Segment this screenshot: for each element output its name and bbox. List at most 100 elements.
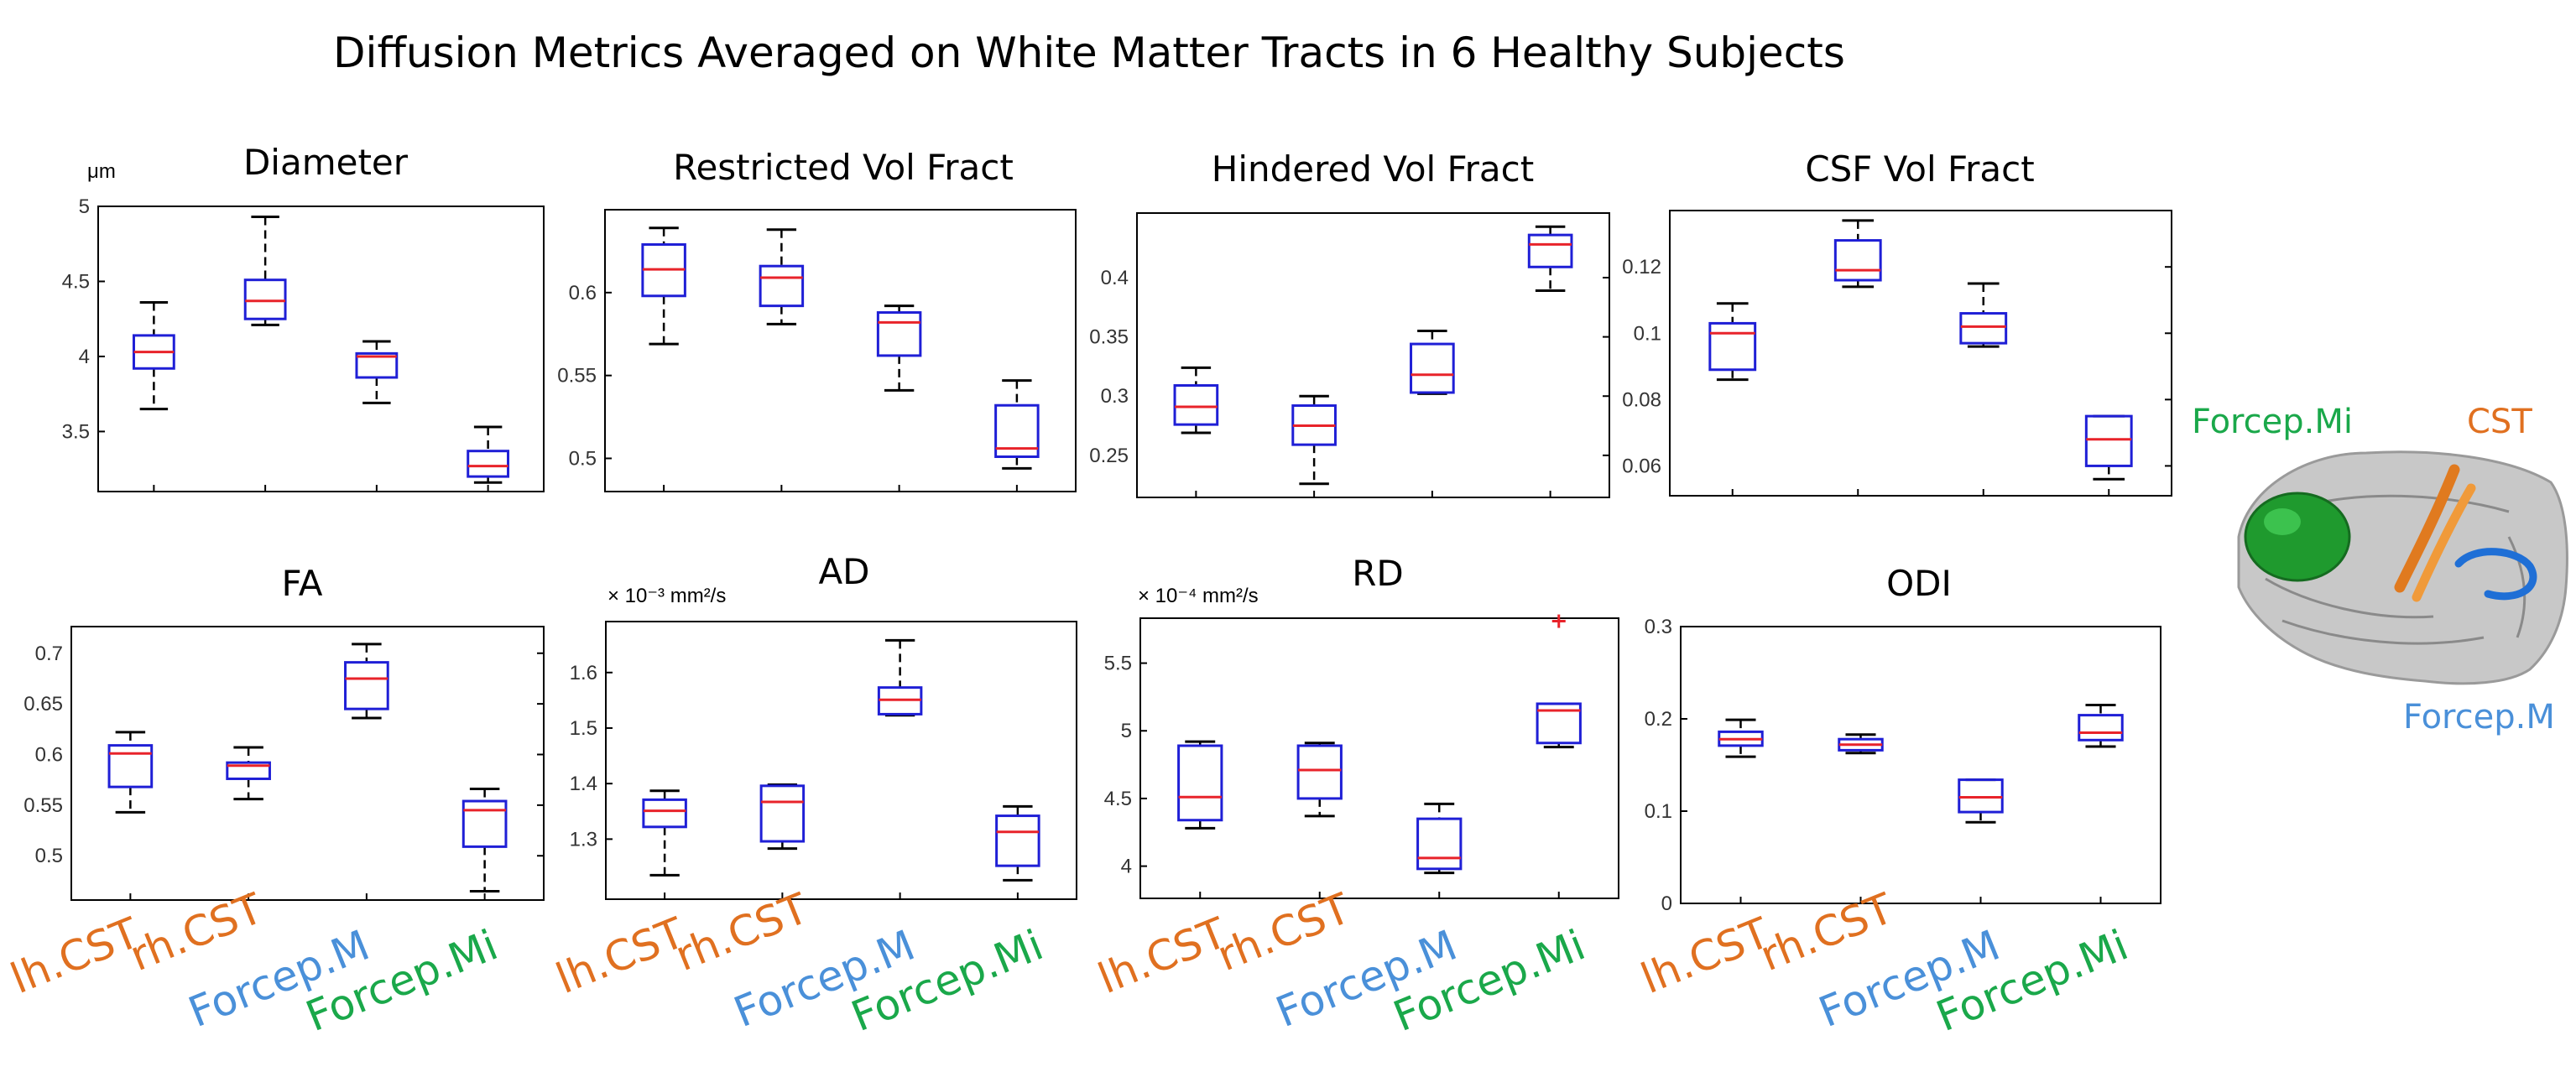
box-forcep-m — [1410, 330, 1455, 395]
box-rh-cst — [1833, 219, 1882, 289]
panel-ad: AD × 10⁻³ mm²/s 1.3 1.4 1.5 1.6 — [570, 551, 1077, 900]
plot-frame — [97, 206, 545, 492]
y-tick-label: 0 — [1661, 892, 1672, 915]
y-tick-label: 0.55 — [557, 365, 597, 388]
panel-title: CSF Vol Fract — [1805, 148, 2034, 190]
y-tick-label: 0.3 — [1101, 385, 1129, 408]
box-lh-cst — [1718, 718, 1764, 758]
panel-title: Restricted Vol Fract — [673, 147, 1014, 188]
box-forcep-m — [344, 643, 389, 720]
y-tick-label: 0.5 — [35, 845, 63, 867]
legend-forcep-mi-label: Forcep.Mi — [2192, 403, 2353, 441]
y-tick-label: 0.7 — [35, 643, 63, 665]
plot-frame — [1680, 626, 2161, 904]
box-lh-cst — [132, 301, 175, 411]
box-rh-cst — [1291, 394, 1337, 486]
plot-frame — [70, 626, 545, 901]
y-tick-label: 0.55 — [23, 794, 63, 817]
plot-frame — [1669, 210, 2172, 497]
legend: Forcep.Mi CST Forcep.M — [2192, 403, 2568, 736]
panel-title: AD — [818, 551, 869, 592]
category-label-lh-cst: lh.CST — [550, 908, 691, 1003]
box-rh-cst — [759, 228, 805, 325]
plot-frame — [1139, 617, 1619, 899]
panel-title: FA — [281, 563, 322, 604]
y-tick-label: 3.5 — [62, 420, 90, 443]
y-tick-label: 0.4 — [1101, 267, 1129, 289]
y-tick-label: 0.6 — [569, 282, 597, 304]
y-tick-label: 4 — [79, 346, 90, 368]
cst-tract-right — [2412, 483, 2476, 602]
box-lh-cst — [641, 226, 686, 346]
y-tick-label: 0.08 — [1622, 388, 1661, 411]
y-tick-label: 4.5 — [1104, 788, 1132, 810]
y-tick-label: 4 — [1121, 856, 1132, 878]
panel-restricted-vol-fract: Restricted Vol Fract 0.5 0.55 0.6 — [557, 147, 1077, 492]
iqr-box — [1959, 312, 2008, 345]
iqr-box — [107, 744, 154, 788]
box-forcep-m — [877, 638, 923, 717]
category-label-lh-cst: lh.CST — [1635, 908, 1776, 1003]
iqr-box — [1833, 239, 1882, 282]
iqr-box — [759, 784, 806, 843]
box-forcep-m — [1416, 802, 1463, 875]
y-tick-label: 0.5 — [569, 447, 597, 470]
box-rh-cst — [1296, 742, 1343, 818]
y-tick-label: 0.1 — [1634, 322, 1661, 345]
panel-hindered-vol-fract: Hindered Vol Fract 0.25 0.3 0.35 0.4 — [1089, 148, 1610, 498]
y-tick-label: 0.25 — [1089, 445, 1129, 467]
iqr-box — [759, 264, 805, 308]
panel-rd: RD × 10⁻⁴ mm²/s 4 4.5 5 5.5 — [1104, 553, 1619, 899]
y-tick-label: 5.5 — [1104, 653, 1132, 675]
y-tick-label: 5 — [79, 195, 90, 218]
category-label-lh-cst: lh.CST — [4, 908, 146, 1003]
box-lh-cst — [1177, 740, 1223, 830]
category-label-lh-cst: lh.CST — [1092, 908, 1233, 1003]
box-forcep-mi — [1536, 614, 1582, 749]
box-forcep-mi — [2084, 414, 2133, 481]
iqr-box — [461, 799, 508, 848]
panel-diameter: Diameter μm 3.5 4 4.5 5 — [62, 142, 545, 492]
iqr-box — [642, 798, 687, 829]
y-tick-label: 0.3 — [1645, 616, 1672, 638]
iqr-box — [344, 661, 389, 710]
plot-frame — [604, 209, 1077, 492]
panel-fa: FA 0.5 0.55 0.6 0.65 0.7 — [23, 563, 545, 901]
y-tick-label: 0.6 — [35, 743, 63, 766]
iqr-box — [994, 403, 1040, 458]
forcep-m-tract — [2454, 548, 2537, 601]
box-rh-cst — [226, 746, 271, 801]
y-tick-label: 1.6 — [570, 662, 597, 684]
iqr-box — [1416, 817, 1463, 871]
box-lh-cst — [1173, 366, 1219, 435]
iqr-box — [2078, 714, 2124, 742]
y-tick-label: 4.5 — [62, 270, 90, 293]
panel-title: ODI — [1886, 563, 1952, 604]
iqr-box — [1177, 744, 1223, 822]
iqr-box — [876, 311, 922, 357]
y-tick-label: 1.4 — [570, 773, 597, 795]
box-lh-cst — [642, 789, 687, 877]
unit-label: × 10⁻³ mm²/s — [607, 585, 726, 607]
iqr-box — [1527, 233, 1573, 268]
box-rh-cst — [1838, 733, 1884, 755]
box-forcep-mi — [995, 804, 1040, 882]
iqr-box — [243, 278, 287, 320]
y-tick-label: 1.3 — [570, 828, 597, 851]
iqr-box — [1296, 744, 1343, 800]
brain-gyri — [2265, 494, 2526, 645]
brain-tracts-rendering — [2237, 450, 2568, 685]
iqr-box — [1536, 702, 1582, 745]
box-forcep-mi — [1527, 225, 1573, 293]
y-tick-label: 0.2 — [1645, 708, 1672, 731]
panel-title: RD — [1352, 553, 1404, 594]
iqr-box — [1708, 321, 1757, 372]
y-tick-label: 0.06 — [1622, 455, 1661, 477]
box-lh-cst — [1708, 302, 1757, 382]
iqr-box — [995, 814, 1040, 867]
plot-frame — [1136, 212, 1610, 498]
y-tick-label: 0.65 — [23, 693, 63, 716]
panel-title: Diameter — [243, 142, 409, 183]
box-forcep-m — [355, 340, 399, 404]
